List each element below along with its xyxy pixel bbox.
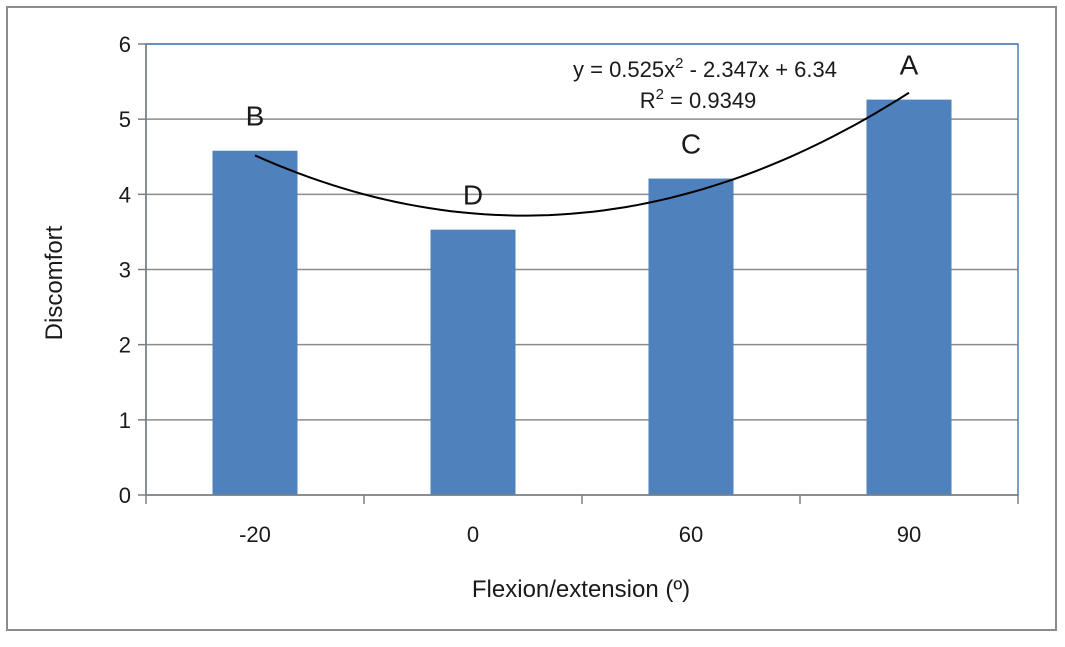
- y-tick-label: 4: [119, 182, 131, 207]
- x-tick-label: 60: [679, 522, 703, 547]
- x-axis-label: Flexion/extension (º): [472, 576, 690, 603]
- trendline-curve: [254, 91, 910, 217]
- bar-letter: D: [463, 180, 483, 211]
- bar: [212, 150, 298, 495]
- bars: [212, 99, 952, 495]
- bar-letter: A: [900, 50, 919, 81]
- bar-letter: B: [246, 101, 265, 132]
- x-tick-label: -20: [239, 522, 271, 547]
- trendline-equation: y = 0.525x2 - 2.347x + 6.34: [573, 55, 837, 82]
- bar: [648, 178, 734, 495]
- bar-letter: C: [681, 129, 701, 160]
- bar: [430, 229, 516, 495]
- y-tick-label: 5: [119, 107, 131, 132]
- x-tick-label: 0: [467, 522, 479, 547]
- x-tick-label: 90: [897, 522, 921, 547]
- bar-letter-annotations: B D C A: [246, 50, 919, 211]
- y-tick-labels: 0 1 2 3 4 5 6: [119, 32, 131, 508]
- y-tick-label: 0: [119, 483, 131, 508]
- trendline-r-squared: R2 = 0.9349: [640, 86, 757, 113]
- axes: [138, 43, 1019, 504]
- y-tick-label: 1: [119, 408, 131, 433]
- y-tick-label: 3: [119, 258, 131, 283]
- x-tick-labels: -20 0 60 90: [239, 522, 921, 547]
- bar: [866, 99, 952, 495]
- y-tick-label: 2: [119, 333, 131, 358]
- y-axis-label: Discomfort: [41, 225, 68, 340]
- y-tick-label: 6: [119, 32, 131, 57]
